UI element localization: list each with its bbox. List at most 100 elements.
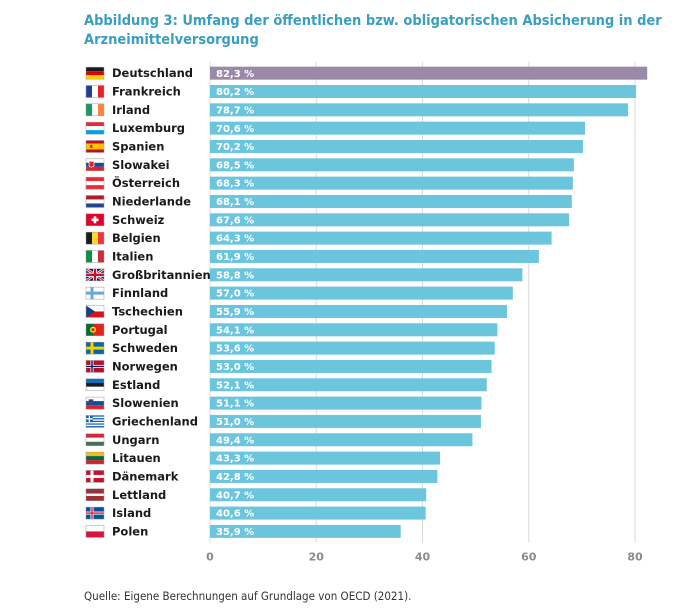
bar: [210, 341, 495, 355]
category-label: Niederlande: [112, 194, 191, 208]
value-label: 82,3 %: [216, 69, 254, 80]
value-label: 70,2 %: [216, 142, 254, 153]
france-flag: [85, 85, 105, 98]
bar: [210, 121, 586, 135]
bar: [210, 84, 637, 98]
greece-flag: [85, 415, 105, 428]
uk-flag: [85, 267, 105, 282]
x-tick-label: 0: [206, 551, 214, 564]
bars: 82,3 % 80,2 % 78,7 % 70,6 % 70,2 % 68,5 % 68,3…: [210, 66, 648, 538]
category-label: Estland: [112, 378, 160, 392]
bar: [210, 176, 573, 190]
value-label: 49,4 %: [216, 435, 254, 446]
category-label: Finnland: [112, 286, 168, 300]
iceland-flag: [85, 506, 105, 520]
category-label: Slowakei: [112, 158, 170, 172]
category-label: Großbritannien: [112, 268, 211, 282]
category-label: Litauen: [112, 451, 161, 465]
flag-column: [85, 66, 105, 538]
bar: [210, 158, 574, 172]
czechia-flag: [85, 305, 105, 318]
hungary-flag: [85, 433, 105, 447]
value-label: 35,9 %: [216, 527, 254, 538]
bar: [210, 323, 498, 337]
value-label: 68,3 %: [216, 179, 254, 190]
bar: [210, 268, 523, 282]
value-label: 64,3 %: [216, 234, 254, 245]
value-label: 70,6 %: [216, 124, 254, 135]
switzerland-flag: [85, 213, 105, 227]
source-note: Quelle: Eigene Berechnungen auf Grundlag…: [84, 589, 412, 603]
category-label: Österreich: [112, 175, 180, 190]
category-label: Lettland: [112, 488, 166, 502]
value-label: 40,7 %: [216, 490, 254, 501]
austria-flag: [85, 176, 105, 190]
bar: [210, 378, 487, 392]
value-label: 55,9 %: [216, 307, 254, 318]
category-label: Belgien: [112, 231, 161, 245]
category-label: Ungarn: [112, 433, 159, 447]
bar: [210, 488, 427, 502]
value-label: 61,9 %: [216, 252, 254, 263]
category-label: Italien: [112, 249, 153, 263]
ireland-flag: [85, 103, 105, 117]
category-label: Dänemark: [112, 469, 179, 483]
luxembourg-flag: [85, 121, 105, 135]
value-label: 53,0 %: [216, 362, 254, 373]
x-tick-label: 80: [627, 551, 643, 564]
value-label: 80,2 %: [216, 87, 254, 98]
category-label: Deutschland: [112, 66, 193, 80]
category-label: Tschechien: [112, 304, 183, 318]
bar: [210, 414, 481, 428]
value-label: 51,0 %: [216, 417, 254, 428]
value-label: 53,6 %: [216, 344, 254, 355]
x-tick-label: 20: [309, 551, 325, 564]
latvia-flag: [85, 488, 105, 502]
value-label: 42,8 %: [216, 472, 254, 483]
value-label: 52,1 %: [216, 380, 254, 391]
x-tick-label: 40: [415, 551, 431, 564]
category-label: Spanien: [112, 139, 164, 153]
category-label: Luxemburg: [112, 121, 185, 135]
category-label: Schweiz: [112, 213, 165, 227]
category-label: Island: [112, 506, 151, 520]
value-label: 57,0 %: [216, 289, 254, 300]
bar: [210, 249, 539, 263]
value-label: 40,6 %: [216, 509, 254, 520]
netherlands-flag: [85, 195, 105, 208]
category-label: Schweden: [112, 341, 178, 355]
category-label: Irland: [112, 103, 150, 117]
value-label: 43,3 %: [216, 454, 254, 465]
value-label: 68,5 %: [216, 160, 254, 171]
category-label: Polen: [112, 524, 148, 538]
spain-flag: [85, 140, 105, 153]
bar: [210, 139, 583, 153]
bar: [210, 396, 482, 410]
value-label: 51,1 %: [216, 399, 254, 410]
norway-flag: [85, 360, 105, 373]
bar: [210, 469, 438, 483]
bar: [210, 103, 629, 117]
bar-chart: Deutschland Frankreich Irland Luxemburg Span…: [85, 62, 648, 564]
x-axis-ticks: 0 20 40 60 80: [206, 551, 643, 564]
portugal-flag: [85, 323, 105, 337]
lithuania-flag: [85, 451, 105, 465]
finland-flag: [85, 286, 105, 300]
bar: [210, 433, 473, 447]
slovakia-flag: [85, 158, 105, 172]
bar: [210, 506, 426, 520]
category-label: Griechenland: [112, 414, 198, 428]
germany-flag: [85, 66, 105, 80]
category-labels: Deutschland Frankreich Irland Luxemburg Span…: [112, 66, 211, 538]
figure-title: Abbildung 3: Umfang der öffentlichen bzw…: [84, 13, 662, 48]
value-label: 58,8 %: [216, 270, 254, 281]
value-label: 54,1 %: [216, 325, 254, 336]
italy-flag: [85, 250, 105, 263]
slovenia-flag: [85, 396, 105, 410]
bar: [210, 213, 570, 227]
category-label: Frankreich: [112, 84, 181, 98]
value-label: 78,7 %: [216, 105, 254, 116]
bar: [210, 231, 552, 245]
belgium-flag: [85, 231, 105, 245]
bar: [210, 451, 441, 465]
